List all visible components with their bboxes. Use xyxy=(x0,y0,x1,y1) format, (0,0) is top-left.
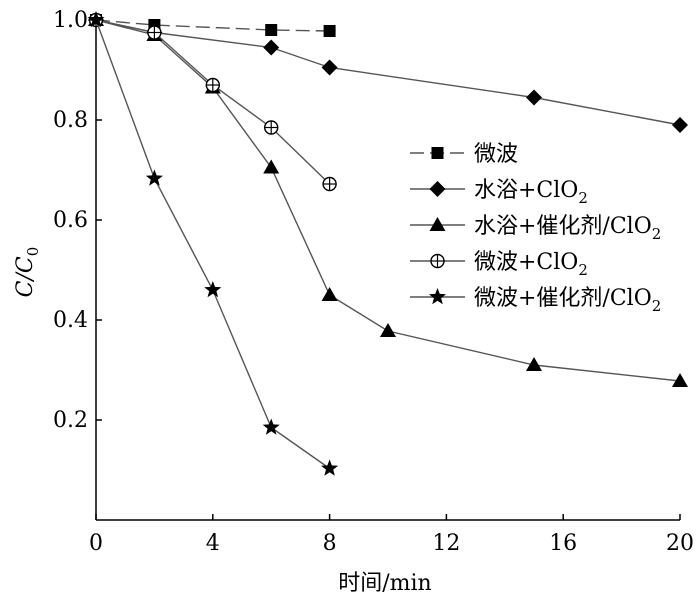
x-tick-label: 8 xyxy=(323,531,337,556)
series-line xyxy=(95,19,681,382)
legend-marker xyxy=(429,217,446,231)
legend-label: 微波+ClO2 xyxy=(474,250,588,279)
data-point xyxy=(321,59,338,76)
x-tick-label: 0 xyxy=(89,531,103,556)
legend-label-main: 微波 xyxy=(474,142,518,167)
x-tick-label: 16 xyxy=(549,531,577,556)
data-point xyxy=(265,24,278,36)
legend-item: 水浴+ClO2 xyxy=(410,178,588,207)
legend-marker xyxy=(428,288,447,305)
axes: 0 4 8 12 16 20 0.2 0.4 0.6 0.8 1.0 xyxy=(53,8,694,556)
legend-label-sub: 2 xyxy=(652,225,662,243)
y-axis-label: C/C0 xyxy=(13,247,42,298)
series-2 xyxy=(88,12,688,133)
data-point xyxy=(263,39,280,56)
data-point xyxy=(87,11,105,28)
data-point xyxy=(380,323,396,337)
legend-item: 水浴+催化剂/ClO2 xyxy=(410,214,661,243)
legend-marker xyxy=(430,253,445,269)
x-axis-label: 时间/min xyxy=(338,571,431,596)
y-axis-label-sub: 0 xyxy=(24,247,42,257)
data-point xyxy=(204,281,222,298)
legend-label: 微波 xyxy=(474,142,518,167)
series-1 xyxy=(90,14,336,37)
legend-item: 微波+ClO2 xyxy=(410,250,588,279)
data-point xyxy=(262,418,280,435)
data-point xyxy=(205,77,221,93)
legend-item: 微波+催化剂/ClO2 xyxy=(410,286,661,315)
legend-label-sub: 2 xyxy=(578,261,588,279)
y-tick-label: 0.2 xyxy=(53,408,88,433)
legend-label-main: 水浴+催化剂/ClO xyxy=(474,214,652,239)
legend-marker xyxy=(431,147,444,159)
data-point xyxy=(322,176,337,192)
y-tick-label: 0.4 xyxy=(53,308,88,333)
series-5 xyxy=(87,11,339,476)
legend-label-sub: 2 xyxy=(578,189,588,207)
data-point xyxy=(145,169,163,186)
y-tick-label: 0.8 xyxy=(53,108,88,133)
data-point xyxy=(263,159,280,174)
series-3 xyxy=(88,12,688,387)
legend-label: 微波+催化剂/ClO2 xyxy=(474,286,661,315)
y-tick-label: 0.6 xyxy=(53,208,88,233)
legend-label-sub: 2 xyxy=(652,297,662,315)
data-point xyxy=(321,287,338,301)
legend-marker xyxy=(429,181,446,197)
x-tick-label: 4 xyxy=(206,531,220,556)
y-axis-label-main: C/C xyxy=(13,256,38,297)
data-point xyxy=(526,89,542,106)
series-line xyxy=(95,19,681,126)
series-line xyxy=(95,19,331,185)
data-point xyxy=(323,25,336,37)
data-point xyxy=(321,459,339,476)
x-tick-label: 12 xyxy=(432,531,460,556)
series-line xyxy=(95,19,330,32)
data-point xyxy=(672,117,688,133)
series-layer xyxy=(87,11,688,476)
data-point xyxy=(672,373,688,387)
x-tick-label: 20 xyxy=(666,531,694,556)
data-point xyxy=(264,120,279,135)
legend-label-main: 水浴+ClO xyxy=(474,178,578,203)
data-point xyxy=(147,25,162,40)
y-tick-label: 1.0 xyxy=(53,8,88,33)
legend-label: 水浴+ClO2 xyxy=(474,178,588,207)
legend-item: 微波 xyxy=(410,142,518,167)
legend-label-main: 微波+催化剂/ClO xyxy=(474,286,652,311)
legend-label: 水浴+催化剂/ClO2 xyxy=(474,214,661,243)
data-point xyxy=(526,357,542,371)
legend-label-main: 微波+ClO xyxy=(474,250,578,275)
